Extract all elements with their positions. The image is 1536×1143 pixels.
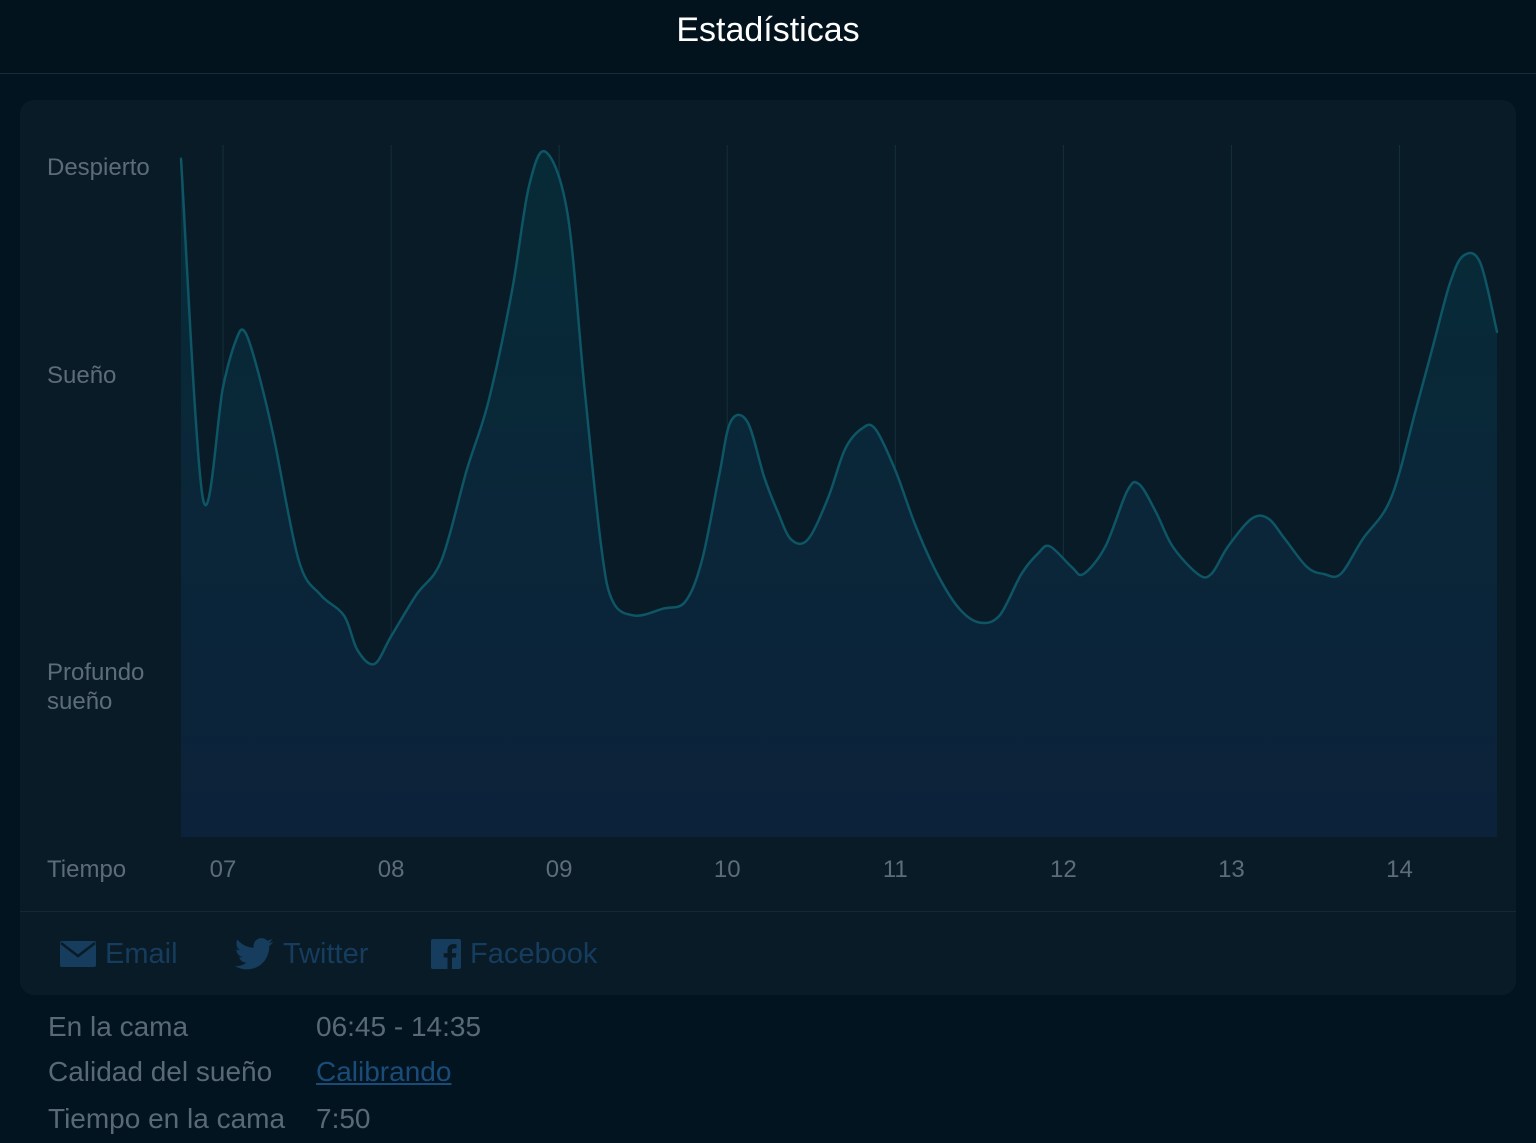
x-tick-label: 10	[713, 856, 741, 883]
x-tick-label: 11	[882, 856, 908, 883]
chart-area	[181, 151, 1497, 838]
navigation-bar: Estadísticas	[0, 0, 1536, 74]
email-share-button[interactable]: Email	[60, 934, 178, 974]
divider	[20, 911, 1516, 912]
facebook-icon	[431, 939, 461, 969]
x-axis-title: Tiempo	[47, 856, 127, 883]
chart-line	[179, 149, 1499, 666]
facebook-share-button[interactable]: Facebook	[431, 934, 597, 974]
sleep-quality-link[interactable]: Calibrando	[316, 1056, 452, 1087]
x-tick-label: 12	[1050, 856, 1077, 883]
in-bed-label: En la cama	[48, 1011, 189, 1042]
time-in-bed-value: 7:50	[316, 1103, 371, 1134]
y-label-deep: Profundo sueño	[47, 658, 177, 716]
time-in-bed-label: Tiempo en la cama	[48, 1103, 286, 1134]
facebook-share-label: Facebook	[470, 937, 598, 970]
y-label-deep-line1: Profundo	[47, 659, 145, 686]
page-title: Estadísticas	[676, 11, 860, 49]
y-label-deep-line2: sueño	[47, 688, 113, 715]
share-row: Email Twitter Facebook	[20, 912, 1516, 995]
twitter-share-button[interactable]: Twitter	[234, 934, 368, 974]
x-tick-label: 07	[209, 856, 237, 883]
x-tick-label: 09	[545, 856, 573, 883]
x-tick-label: 14	[1386, 856, 1413, 883]
y-label-sleep: Sueño	[47, 362, 117, 389]
sleep-chart	[179, 145, 1499, 838]
envelope-icon	[60, 941, 96, 967]
y-label-awake: Despierto	[47, 154, 150, 181]
twitter-share-label: Twitter	[283, 937, 369, 970]
sleep-chart-card: Despierto Sueño Profundo sueño Tiempo 07…	[20, 100, 1516, 995]
x-tick-label: 13	[1218, 856, 1245, 883]
sleep-quality-label: Calidad del sueño	[48, 1056, 273, 1087]
email-share-label: Email	[105, 937, 178, 970]
twitter-bird-icon	[234, 938, 274, 970]
in-bed-value: 06:45 - 14:35	[316, 1011, 482, 1042]
x-tick-label: 08	[377, 856, 405, 883]
